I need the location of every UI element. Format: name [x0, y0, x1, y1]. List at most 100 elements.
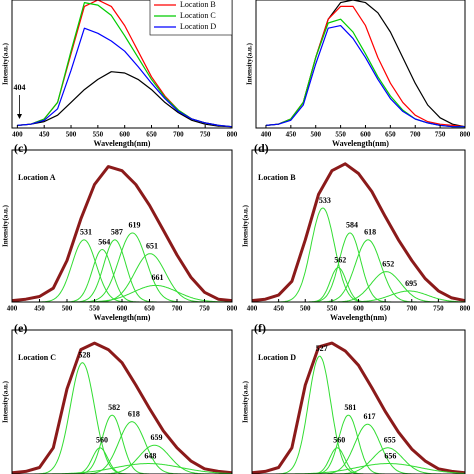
legend-label: Location C — [180, 11, 216, 20]
x-tick-label: 650 — [144, 305, 155, 313]
x-tick-label: 650 — [385, 131, 396, 139]
x-tick-label: 450 — [34, 305, 45, 313]
peak-label: 618 — [364, 228, 376, 237]
x-tick-label: 450 — [273, 305, 284, 313]
location-label: Location C — [18, 353, 56, 362]
peak-label: 661 — [152, 273, 164, 282]
fit-peak — [12, 253, 232, 302]
panel-label-box — [254, 142, 270, 156]
x-axis-label: Wavelength(nm) — [332, 139, 389, 148]
peak-label: 533 — [319, 196, 331, 205]
x-tick-label: 650 — [380, 305, 391, 313]
x-tick-label: 600 — [119, 131, 130, 139]
panel — [252, 341, 465, 474]
y-axis-label: Intensity(a.u.) — [2, 380, 10, 423]
x-tick-label: 550 — [89, 305, 100, 313]
annotation-arrowhead — [17, 114, 23, 119]
panel-label: (d) — [254, 141, 269, 155]
x-tick-label: 500 — [310, 131, 321, 139]
x-tick-label: 400 — [247, 305, 258, 313]
panel-label-box — [254, 322, 270, 336]
x-tick-label: 400 — [12, 131, 23, 139]
peak-label: 656 — [384, 451, 396, 460]
x-tick-label: 650 — [146, 131, 157, 139]
spectrum-line — [252, 162, 465, 302]
x-tick-label: 750 — [433, 305, 444, 313]
peak-label: 581 — [344, 403, 356, 412]
x-tick-label: 800 — [460, 305, 471, 313]
peak-label: 531 — [80, 228, 92, 237]
x-tick-label: 600 — [353, 305, 364, 313]
peak-label: 659 — [150, 433, 162, 442]
peak-label: 560 — [96, 436, 108, 445]
peak-label: 584 — [346, 221, 358, 230]
x-tick-label: 450 — [39, 131, 50, 139]
peak-label: 648 — [144, 451, 156, 460]
spectrum-line — [265, 0, 465, 128]
peak-label: 655 — [384, 436, 396, 445]
plot-frame — [255, 0, 466, 129]
legend-box — [149, 0, 233, 36]
x-tick-label: 800 — [460, 131, 471, 139]
x-tick-label: 750 — [435, 131, 446, 139]
fit-peak — [252, 355, 465, 474]
x-tick-label: 700 — [407, 305, 418, 313]
x-tick-label: 800 — [227, 131, 238, 139]
y-axis-label: Intensity(a.u.) — [2, 42, 10, 85]
spectrum-line — [17, 27, 232, 128]
spectrum-line — [252, 341, 465, 474]
fit-peak — [12, 421, 232, 474]
spectrum-line — [12, 165, 232, 302]
x-tick-label: 750 — [200, 131, 211, 139]
x-tick-label: 500 — [62, 305, 73, 313]
peak-label: 527 — [316, 344, 328, 353]
y-axis-label: Intensity(a.u.) — [2, 204, 10, 247]
panel — [265, 0, 465, 128]
panel-label-box — [14, 142, 30, 156]
spectrum-line — [265, 25, 465, 128]
fit-peak — [12, 248, 232, 302]
plot-frame — [251, 329, 466, 474]
fit-peak — [252, 447, 465, 474]
location-label: Location B — [258, 173, 296, 182]
x-tick-label: 700 — [173, 131, 184, 139]
x-axis-label: Wavelength(nm) — [330, 313, 387, 322]
panel — [17, 0, 232, 128]
y-axis-label: Intensity(a.u.) — [246, 42, 254, 85]
peak-label: 562 — [334, 255, 346, 264]
fit-peak — [12, 232, 232, 302]
fit-peak — [12, 414, 232, 474]
location-label: Location D — [258, 353, 296, 362]
annotation-text: 404 — [14, 83, 26, 92]
peak-label: 619 — [128, 221, 140, 230]
peak-label: 587 — [111, 228, 123, 237]
peak-label: 560 — [333, 436, 345, 445]
x-tick-label: 550 — [335, 131, 346, 139]
plot-frame — [11, 0, 233, 129]
y-axis-label: Intensity(a.u.) — [242, 380, 250, 423]
x-tick-label: 450 — [286, 131, 297, 139]
x-tick-label: 800 — [227, 305, 238, 313]
spectrum-line — [265, 5, 465, 128]
fit-peak — [252, 423, 465, 474]
peak-label: 617 — [364, 412, 376, 421]
panel-label: (f) — [254, 321, 266, 335]
legend-label: Location D — [180, 22, 216, 31]
x-tick-label: 550 — [327, 305, 338, 313]
fit-peak — [252, 232, 465, 302]
x-tick-label: 500 — [66, 131, 77, 139]
fit-peak — [12, 444, 232, 474]
x-tick-label: 700 — [172, 305, 183, 313]
plot-frame — [11, 329, 233, 474]
panel-label-box — [14, 322, 30, 336]
x-tick-label: 750 — [199, 305, 210, 313]
x-tick-label: 400 — [7, 305, 18, 313]
peak-label: 582 — [108, 403, 120, 412]
spectrum-line — [12, 341, 232, 474]
x-tick-label: 600 — [360, 131, 371, 139]
y-axis-label: Intensity(a.u.) — [242, 204, 250, 247]
peak-label: 652 — [382, 259, 394, 268]
fit-peak — [252, 414, 465, 474]
x-tick-label: 550 — [93, 131, 104, 139]
